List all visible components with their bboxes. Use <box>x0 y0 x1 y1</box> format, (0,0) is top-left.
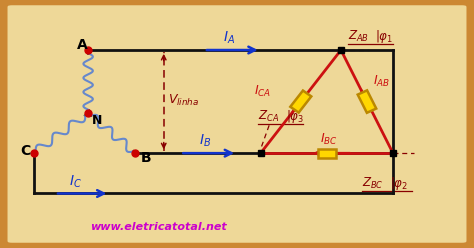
Polygon shape <box>318 149 336 158</box>
Polygon shape <box>358 90 376 113</box>
Text: $\mathbf{B}$: $\mathbf{B}$ <box>140 151 151 165</box>
Text: $I_B$: $I_B$ <box>199 133 211 150</box>
Text: $Z_{AB}$: $Z_{AB}$ <box>348 29 369 44</box>
Text: $Z_{CA}$: $Z_{CA}$ <box>258 109 279 124</box>
Text: $I_{BC}$: $I_{BC}$ <box>319 132 337 147</box>
Text: $V_{linha}$: $V_{linha}$ <box>168 93 200 108</box>
Text: $I_{AB}$: $I_{AB}$ <box>373 74 390 89</box>
Text: $\mathbf{A}$: $\mathbf{A}$ <box>76 38 89 52</box>
Text: $|\varphi_1$: $|\varphi_1$ <box>375 28 394 45</box>
Text: $\mathbf{C}$: $\mathbf{C}$ <box>19 144 31 158</box>
Text: $\mathbf{N}$: $\mathbf{N}$ <box>91 114 102 127</box>
Text: www.eletricatotal.net: www.eletricatotal.net <box>91 222 227 232</box>
Text: $|\varphi_3$: $|\varphi_3$ <box>286 108 304 124</box>
Text: $I_A$: $I_A$ <box>223 30 235 46</box>
Text: $|\varphi_2$: $|\varphi_2$ <box>390 175 408 192</box>
Text: $I_{CA}$: $I_{CA}$ <box>254 84 271 99</box>
Text: $Z_{BC}$: $Z_{BC}$ <box>362 176 384 191</box>
Text: $I_C$: $I_C$ <box>69 173 82 190</box>
Polygon shape <box>290 91 311 113</box>
